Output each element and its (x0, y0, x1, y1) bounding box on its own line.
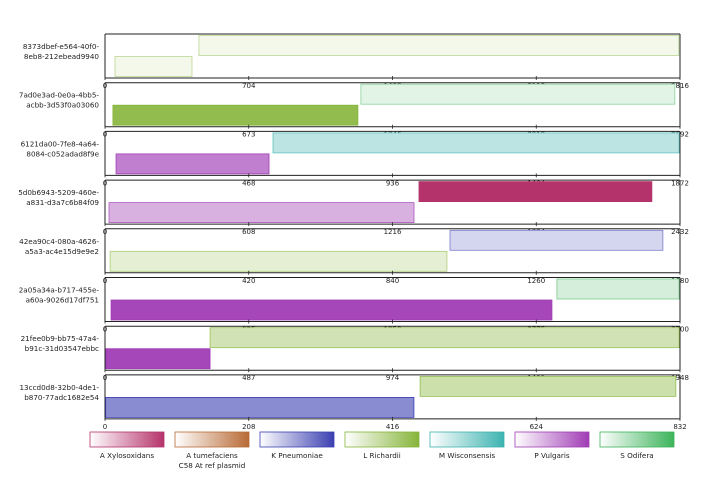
track-panel: 04208401260168042ea90c4-080a-4626-a5a3-a… (19, 228, 689, 285)
track-label: b91c-31d03547ebbc (25, 344, 99, 353)
bar-k-pneumoniae (449, 229, 664, 251)
legend-swatch (514, 431, 590, 448)
bar-p-vulgaris (110, 299, 553, 321)
legend-label: L Richardii (363, 451, 401, 460)
bar-l-richardii (209, 327, 680, 349)
bar-l-richardii (419, 375, 677, 397)
x-tick-label: 840 (386, 277, 399, 285)
legend-item: L Richardii (344, 431, 420, 460)
x-tick-label: 487 (242, 374, 255, 382)
bar-s-odifera (360, 83, 676, 105)
track-panel: 06731346201926927ad0e3ad-0e0a-4bb5-acbb-… (19, 82, 689, 139)
track-label: 8084-c052adad8f9e (26, 149, 99, 158)
x-tick-label: 608 (242, 228, 255, 236)
track-panel: 09251850277537002a05a34a-b717-455e-a60a-… (19, 277, 689, 334)
track-panel: 0468936140418726121da00-7fe8-4a64-8084-c… (21, 130, 689, 187)
legend-item: S Odifera (599, 431, 675, 460)
legend-item: A Xylosoxidans (89, 431, 165, 460)
legend-item: M Wisconsensis (429, 431, 505, 460)
bar-l-richardii (112, 104, 359, 126)
x-tick-label: 704 (242, 82, 256, 90)
x-tick-label: 208 (242, 423, 255, 431)
track-label: acbb-3d53f0a03060 (26, 101, 99, 110)
legend-label: P Vulgaris (534, 451, 570, 460)
x-tick-label: 624 (530, 423, 544, 431)
track-label: 6121da00-7fe8-4a64- (21, 139, 100, 148)
legend-swatch (429, 431, 505, 448)
track-label: 2a05a34a-b717-455e- (19, 286, 100, 295)
x-tick-label: 420 (242, 277, 255, 285)
x-tick-label: 468 (242, 179, 255, 187)
bar-p-vulgaris (108, 202, 415, 224)
bar-m-wisconsensis (272, 132, 680, 154)
x-tick-label: 974 (386, 374, 400, 382)
legend-swatch (89, 431, 165, 448)
x-tick-label: 832 (673, 423, 686, 431)
legend-label: A Xylosoxidans (100, 451, 154, 460)
x-tick-label: 0 (103, 423, 107, 431)
bar-p-vulgaris (115, 153, 270, 175)
legend-label: C58 At ref plasmid (179, 461, 246, 470)
bar-l-richardii (114, 56, 193, 77)
track-label: 8eb8-212ebead9940 (24, 52, 100, 61)
legend-item: K Pneumoniae (259, 431, 335, 460)
legend-label: M Wisconsensis (439, 451, 496, 460)
track-panel: 0 208 416 624 832 13ccd0d8-32b0-4de1-b870-77a… (19, 374, 687, 431)
legend-item: P Vulgaris (514, 431, 590, 460)
bar-l-richardii (198, 35, 680, 56)
bar-s-odifera (556, 278, 680, 300)
x-tick-label: 1260 (527, 277, 545, 285)
track-label: a831-d3a7c6b84f09 (26, 198, 99, 207)
track-label: 8373dbef-e564-40f0- (23, 42, 100, 51)
x-tick-label: 673 (242, 131, 255, 139)
legend-swatch (259, 431, 335, 448)
legend-label: S Odifera (620, 451, 653, 460)
track-label: 7ad0e3ad-0e0a-4bb5- (19, 91, 100, 100)
track-panel: 04879741461194821fee0b9-bb75-47a4-b91c-3… (21, 325, 689, 382)
track-label: 42ea90c4-080a-4626- (19, 237, 99, 246)
bar-k-pneumoniae (105, 396, 415, 418)
legend-label: K Pneumoniae (271, 451, 323, 460)
bar-l-richardii (109, 250, 448, 272)
track-label: 5d0b6943-5209-460e- (18, 188, 99, 197)
x-tick-label: 416 (386, 423, 400, 431)
track-panel: 06081216182424325d0b6943-5209-460e-a831-… (18, 179, 689, 236)
x-tick-label: 1216 (384, 228, 402, 236)
legend-label: A tumefaciens (186, 451, 238, 460)
legend-swatch (599, 431, 675, 448)
track-label: 21fee0b9-bb75-47a4- (21, 334, 100, 343)
track-panel: 07041408211228168373dbef-e564-40f0-8eb8-… (23, 33, 689, 90)
track-label: b870-77adc1682e54 (24, 393, 99, 402)
legend-swatch (174, 431, 250, 448)
legend-swatch (344, 431, 420, 448)
bar-p-vulgaris (105, 348, 211, 370)
x-tick-label: 936 (386, 179, 400, 187)
track-label: a5a3-ac4e15d9e9e2 (25, 247, 99, 256)
bar-a-xylosoxidans (418, 181, 653, 203)
track-label: a60a-9026d17df751 (26, 296, 99, 305)
track-label: 13ccd0d8-32b0-4de1- (19, 383, 99, 392)
